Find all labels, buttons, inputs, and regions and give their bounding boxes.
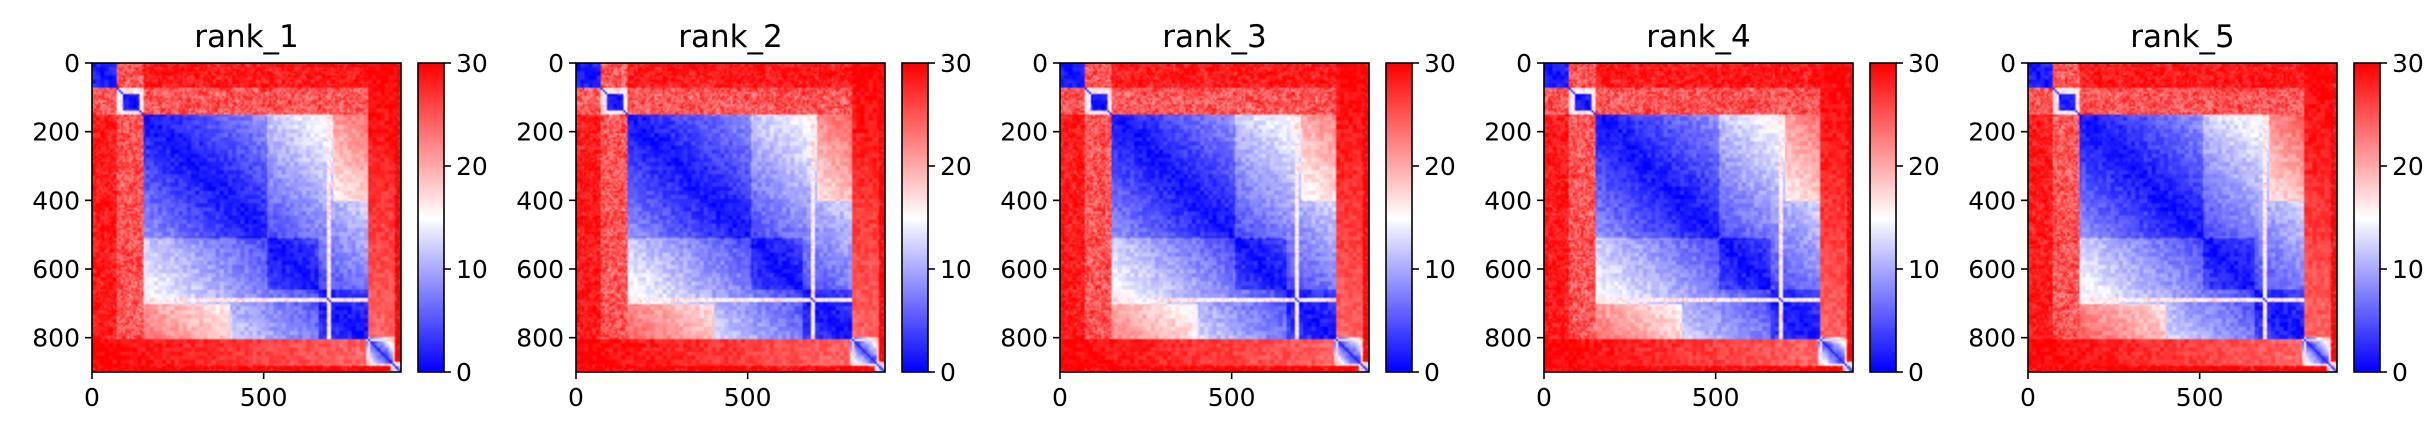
axes-frame (1543, 62, 1854, 373)
y-tick-label: 200 (1484, 118, 1532, 147)
colorbar-tick-label: 10 (2392, 255, 2424, 284)
colorbar-gradient (902, 63, 928, 372)
colorbar-tick-label: 10 (1424, 255, 1456, 284)
x-tick-label: 500 (1692, 383, 1740, 412)
heatmap-panel-5: rank_5 0 200 400 600 800 0 500 0 10 20 30 (1968, 19, 2424, 412)
colorbar-tick-label: 30 (1908, 49, 1940, 78)
colorbar-tick-label: 30 (2392, 49, 2424, 78)
y-tick-label: 200 (1000, 118, 1048, 147)
heatmap-panel-3: rank_3 0 200 400 600 800 0 500 0 10 20 30 (1000, 19, 1456, 412)
y-tick-label: 0 (1516, 49, 1532, 78)
y-tick-label: 0 (64, 49, 80, 78)
y-tick-label: 400 (516, 186, 564, 215)
x-tick-label: 500 (724, 383, 772, 412)
colorbar-tick-label: 10 (456, 255, 488, 284)
x-tick-label: 0 (84, 383, 100, 412)
heatmap-panel-1: rank_1 0 200 400 600 800 0 500 0 10 20 30 (32, 19, 488, 412)
heatmap-panel-4: rank_4 0 200 400 600 800 0 500 0 10 20 30 (1484, 19, 1940, 412)
colorbar: 0 10 20 30 (417, 49, 488, 387)
colorbar-tick-label: 30 (940, 49, 972, 78)
colorbar-tick-label: 20 (456, 152, 488, 181)
colorbar-tick-label: 0 (1908, 358, 1924, 387)
y-tick-label: 600 (1000, 255, 1048, 284)
colorbar-gradient (1386, 63, 1412, 372)
y-tick-label: 0 (2000, 49, 2016, 78)
axes-frame (1059, 62, 1370, 373)
y-tick-label: 400 (1484, 186, 1532, 215)
colorbar-tick-label: 20 (2392, 152, 2424, 181)
y-tick-label: 200 (1968, 118, 2016, 147)
colorbar-tick-label: 20 (1424, 152, 1456, 181)
colorbar: 0 10 20 30 (901, 49, 972, 387)
panel-title: rank_5 (2130, 19, 2235, 55)
y-tick-label: 600 (1484, 255, 1532, 284)
heatmap-image (576, 63, 885, 372)
y-tick-label: 0 (1032, 49, 1048, 78)
colorbar: 0 10 20 30 (1869, 49, 1940, 387)
axes-frame (575, 62, 886, 373)
colorbar-gradient (418, 63, 444, 372)
colorbar-tick-label: 0 (456, 358, 472, 387)
colorbar-tick-label: 0 (2392, 358, 2408, 387)
colorbar-tick-label: 10 (940, 255, 972, 284)
panel-title: rank_4 (1646, 19, 1751, 55)
x-tick-label: 500 (2176, 383, 2224, 412)
axes-frame (2027, 62, 2338, 373)
axes-frame (91, 62, 402, 373)
colorbar: 0 10 20 30 (2353, 49, 2424, 387)
colorbar-tick-label: 0 (940, 358, 956, 387)
colorbar-tick-label: 30 (456, 49, 488, 78)
panel-title: rank_3 (1162, 19, 1267, 55)
y-tick-label: 600 (1968, 255, 2016, 284)
heatmap-image (92, 63, 401, 372)
colorbar-frame (2353, 62, 2381, 373)
x-tick-label: 500 (1208, 383, 1256, 412)
panel-title: rank_2 (678, 19, 783, 55)
colorbar: 0 10 20 30 (1385, 49, 1456, 387)
heatmap-panel-2: rank_2 0 200 400 600 800 0 500 0 10 20 30 (516, 19, 972, 412)
y-tick-label: 800 (516, 324, 564, 353)
y-tick-label: 800 (1968, 324, 2016, 353)
heatmap-image (2028, 63, 2337, 372)
colorbar-frame (1869, 62, 1897, 373)
panel-title: rank_1 (194, 19, 299, 55)
y-tick-label: 800 (32, 324, 80, 353)
colorbar-tick-label: 0 (1424, 358, 1440, 387)
y-tick-label: 400 (1968, 186, 2016, 215)
x-tick-label: 0 (1536, 383, 1552, 412)
x-tick-label: 0 (1052, 383, 1068, 412)
heatmap-image (1544, 63, 1853, 372)
y-tick-label: 600 (32, 255, 80, 284)
colorbar-tick-label: 20 (940, 152, 972, 181)
y-tick-label: 400 (32, 186, 80, 215)
x-tick-label: 0 (568, 383, 584, 412)
y-tick-label: 0 (548, 49, 564, 78)
y-tick-label: 400 (1000, 186, 1048, 215)
heatmap-image (1060, 63, 1369, 372)
y-tick-label: 200 (516, 118, 564, 147)
colorbar-tick-label: 30 (1424, 49, 1456, 78)
colorbar-tick-label: 10 (1908, 255, 1940, 284)
y-tick-label: 800 (1484, 324, 1532, 353)
colorbar-frame (417, 62, 445, 373)
colorbar-gradient (2354, 63, 2380, 372)
colorbar-tick-label: 20 (1908, 152, 1940, 181)
colorbar-gradient (1870, 63, 1896, 372)
colorbar-frame (901, 62, 929, 373)
x-tick-label: 0 (2020, 383, 2036, 412)
colorbar-frame (1385, 62, 1413, 373)
x-tick-label: 500 (240, 383, 288, 412)
y-tick-label: 600 (516, 255, 564, 284)
y-tick-label: 800 (1000, 324, 1048, 353)
y-tick-label: 200 (32, 118, 80, 147)
